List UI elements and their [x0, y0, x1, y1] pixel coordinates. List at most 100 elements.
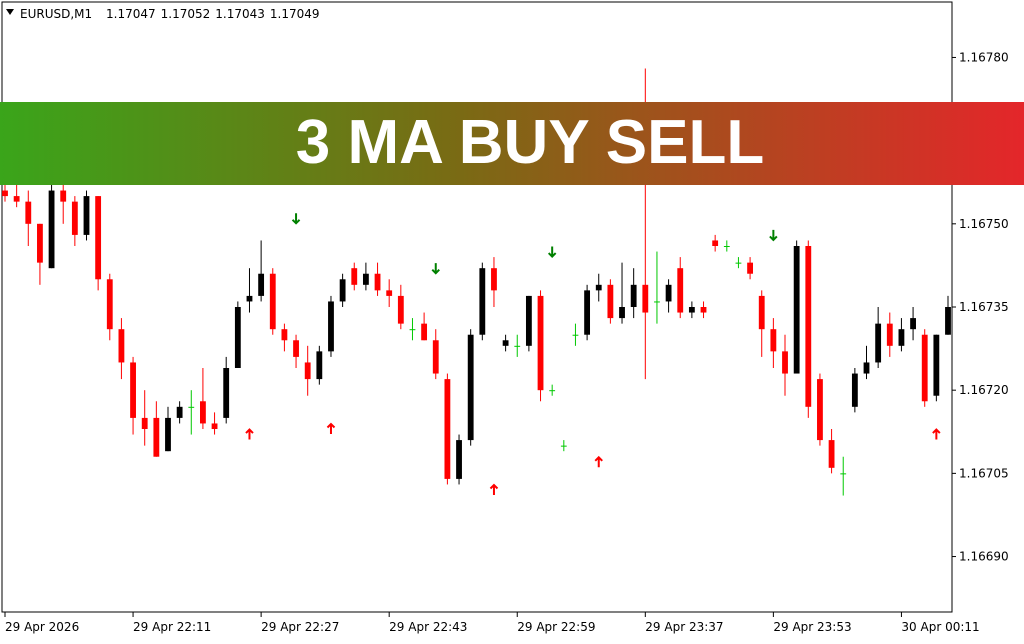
candle-body: [234, 307, 241, 368]
candle-body: [188, 406, 195, 408]
candle-body: [351, 268, 358, 285]
candle-body: [328, 301, 334, 352]
y-tick-label: 1.16705: [959, 466, 1009, 480]
candle-body: [444, 379, 451, 479]
candle-body: [293, 340, 299, 357]
ohlc-value: 1.17049: [270, 7, 320, 21]
candle-body: [141, 417, 148, 429]
candle-body: [642, 284, 649, 313]
ohlc-values: 1.17047 1.17052 1.17043 1.17049: [106, 7, 320, 21]
candle-body: [747, 262, 753, 274]
candle-body: [362, 273, 369, 285]
x-tick-label: 30 Apr 00:11: [901, 620, 979, 634]
candle-body: [595, 284, 602, 291]
candle-body: [805, 246, 812, 407]
candle-body: [560, 445, 567, 447]
plot-area: [2, 68, 951, 496]
banner-title: 3 MA BUY SELL: [296, 108, 765, 177]
candle-body: [118, 329, 125, 363]
candle-body: [211, 423, 218, 429]
candle-body: [48, 190, 55, 269]
collapse-icon[interactable]: [6, 9, 14, 15]
candle-body: [83, 196, 90, 235]
x-tick-label: 29 Apr 22:11: [133, 620, 211, 634]
candle-body: [688, 307, 695, 313]
candle-body: [106, 279, 113, 330]
candle-body: [95, 196, 102, 280]
candle-body: [828, 440, 835, 468]
candle-body: [898, 329, 905, 346]
candle-body: [421, 323, 428, 341]
sell-arrow: [431, 263, 440, 275]
sell-arrow: [769, 229, 778, 242]
candle-body: [130, 362, 136, 418]
candle-body: [13, 196, 20, 202]
candle-body: [200, 401, 206, 424]
candle-body: [246, 295, 253, 302]
candle-body: [863, 362, 870, 374]
buy-arrow: [594, 455, 603, 468]
candle-body: [176, 406, 183, 418]
candle-body: [723, 246, 730, 247]
candle-body: [2, 190, 8, 197]
candle-body: [782, 351, 788, 374]
candle-body: [258, 273, 265, 296]
candle-body: [374, 273, 381, 291]
candle-body: [700, 307, 707, 313]
candle-body: [677, 268, 684, 313]
candle-body: [432, 340, 439, 374]
candle-body: [316, 351, 323, 380]
candle-body: [933, 334, 940, 396]
candle-body: [153, 417, 160, 457]
ohlc-value: 1.17043: [215, 7, 265, 21]
buy-arrow: [932, 428, 941, 440]
candle-body: [37, 223, 43, 263]
candle-body: [514, 345, 521, 347]
buy-arrow: [245, 428, 254, 440]
candle-body: [851, 373, 858, 407]
x-tick-label: 29 Apr 22:59: [517, 620, 595, 634]
candle-body: [397, 295, 404, 324]
sell-arrow: [547, 246, 557, 258]
sell-arrow: [291, 213, 301, 225]
symbol-label: EURUSD,M1: [20, 7, 92, 21]
candle-body: [654, 301, 660, 303]
candle-body: [479, 268, 486, 335]
buy-arrow: [326, 422, 336, 434]
candle-body: [793, 246, 800, 374]
candle-body: [456, 440, 462, 479]
candle-body: [584, 290, 591, 335]
candle-body: [386, 290, 393, 296]
x-tick-label: 29 Apr 22:27: [261, 620, 339, 634]
candle-body: [537, 295, 544, 391]
candle-body: [665, 284, 672, 302]
candle-body: [467, 334, 474, 441]
candle-body: [817, 379, 823, 441]
candle-body: [840, 473, 847, 475]
candle-body: [712, 240, 719, 246]
candle-body: [491, 268, 497, 291]
y-tick-label: 1.16720: [959, 383, 1009, 397]
x-tick-label: 29 Apr 23:53: [773, 620, 851, 634]
banner: [0, 102, 1024, 185]
candle-body: [770, 329, 777, 352]
x-tick-label: 29 Apr 22:43: [389, 620, 467, 634]
candle-body: [223, 368, 230, 418]
candle-body: [549, 390, 556, 392]
y-tick-label: 1.16780: [959, 50, 1009, 64]
candle-body: [60, 190, 67, 202]
candle-body: [921, 334, 928, 402]
y-tick-label: 1.16690: [959, 550, 1009, 564]
candle-body: [607, 284, 614, 319]
candle-body: [886, 323, 893, 346]
candle-body: [630, 284, 637, 307]
candle-body: [525, 295, 532, 346]
candle-body: [619, 307, 625, 319]
x-tick-label: 29 Apr 23:37: [645, 620, 723, 634]
candle-body: [269, 273, 276, 330]
candle-body: [281, 329, 288, 341]
candle-body: [71, 201, 78, 235]
buy-arrow: [489, 483, 499, 495]
candle-body: [735, 262, 742, 264]
